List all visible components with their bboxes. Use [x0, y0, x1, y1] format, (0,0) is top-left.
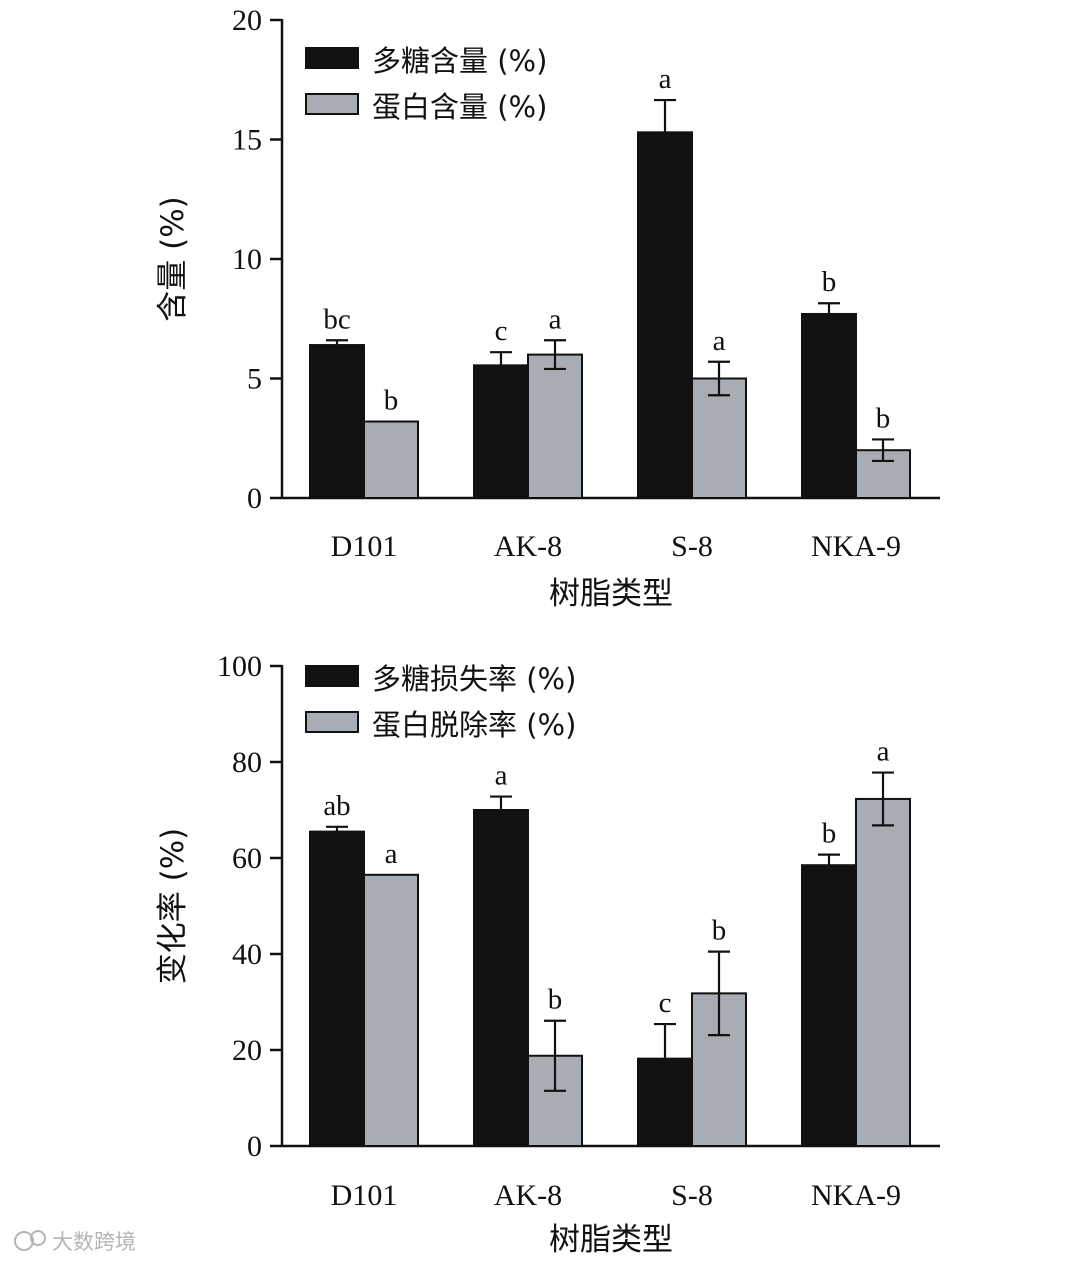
x-tick-label: D101: [331, 530, 398, 563]
y-tick-label: 60: [232, 842, 262, 875]
x-tick-label: S-8: [671, 530, 713, 563]
legend-swatch: [305, 665, 359, 687]
significance-label: b: [876, 402, 891, 434]
chart-content: 0 5 10 15 20 含量 (%) bc c a b b a a b D101 AK-8 S-8 NKA-9 树…: [155, 4, 940, 612]
x-tick-label: NKA-9: [811, 530, 901, 563]
x-tick-label: S-8: [671, 1179, 713, 1212]
significance-label: ab: [323, 790, 350, 822]
legend-entry: 多糖含量 (%): [372, 44, 547, 78]
x-tick-label: D101: [331, 1179, 398, 1212]
bar: [473, 809, 529, 1147]
legend-swatch: [305, 93, 359, 115]
significance-label: a: [495, 760, 508, 792]
bar: [801, 312, 857, 499]
significance-label: c: [659, 987, 672, 1019]
legend-entry: 蛋白含量 (%): [372, 90, 547, 124]
y-tick-label: 15: [232, 124, 262, 157]
y-axis-label: 含量 (%): [155, 196, 191, 322]
significance-label: a: [549, 303, 562, 335]
y-tick-label: 100: [217, 650, 262, 683]
bar: [527, 1054, 583, 1148]
x-tick-label: NKA-9: [811, 1179, 901, 1212]
y-tick-label: 5: [247, 363, 262, 396]
bar: [801, 864, 857, 1147]
bar: [855, 797, 911, 1148]
y-tick-label: 20: [232, 1034, 262, 1067]
y-tick-label: 0: [247, 1130, 262, 1163]
significance-label: b: [822, 266, 837, 298]
y-tick-label: 80: [232, 746, 262, 779]
significance-label: a: [877, 736, 890, 768]
bar: [309, 830, 365, 1147]
bar: [527, 353, 583, 499]
legend-swatch: [305, 47, 359, 69]
watermark-text: 大数跨境: [52, 1230, 136, 1254]
significance-label: a: [713, 325, 726, 357]
bar: [363, 420, 419, 499]
x-axis-label: 树脂类型: [549, 1222, 673, 1258]
significance-label: a: [385, 838, 398, 870]
significance-label: b: [384, 385, 399, 417]
x-axis-label: 树脂类型: [549, 576, 673, 612]
legend-entry: 多糖损失率 (%): [372, 662, 576, 696]
bar: [691, 377, 747, 499]
bar: [637, 131, 693, 500]
watermark: 大数跨境: [14, 1230, 136, 1254]
y-tick-label: 0: [247, 482, 262, 515]
significance-label: a: [659, 63, 672, 95]
bar: [309, 344, 365, 500]
y-tick-label: 40: [232, 938, 262, 971]
significance-label: bc: [323, 303, 350, 335]
bar: [473, 364, 529, 500]
significance-label: b: [822, 818, 837, 850]
y-axis-label: 变化率 (%): [155, 828, 191, 985]
y-tick-label: 20: [232, 4, 262, 37]
bar: [363, 873, 419, 1147]
x-tick-label: AK-8: [494, 1179, 562, 1212]
y-tick-label: 10: [232, 243, 262, 276]
significance-label: b: [712, 915, 727, 947]
significance-label: b: [548, 984, 563, 1016]
significance-label: c: [495, 315, 508, 347]
legend-swatch: [305, 711, 359, 733]
watermark-logo-icon: [14, 1230, 46, 1251]
legend-entry: 蛋白脱除率 (%): [372, 708, 576, 742]
x-tick-label: AK-8: [494, 530, 562, 563]
